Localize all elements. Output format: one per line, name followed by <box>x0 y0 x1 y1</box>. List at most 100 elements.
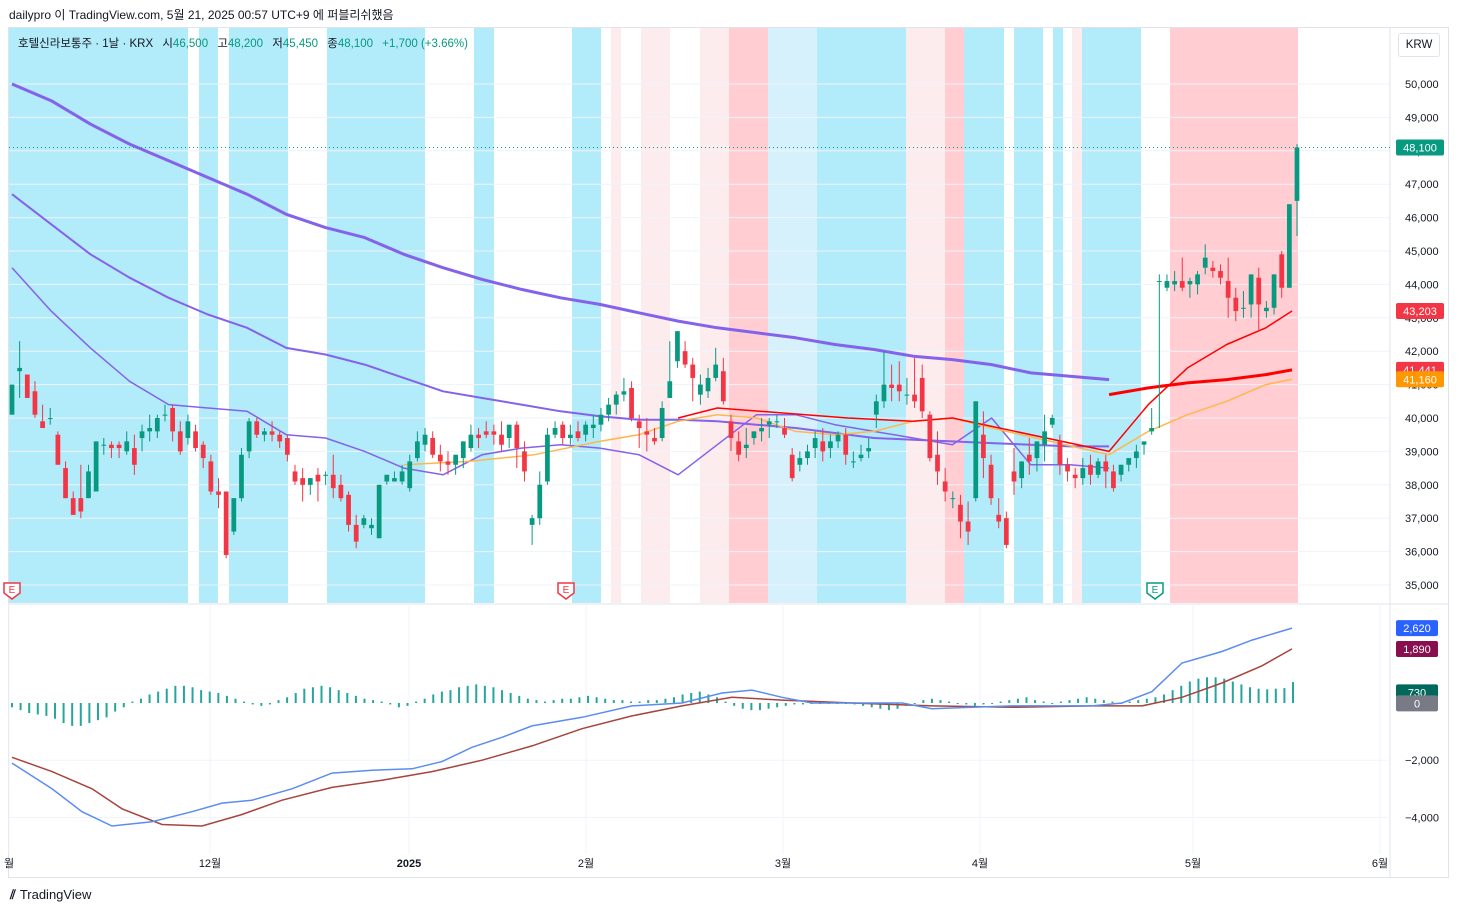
bg-band <box>1082 28 1141 603</box>
histogram-bar <box>793 703 796 705</box>
candle-body <box>1172 281 1177 285</box>
candle-body <box>1156 281 1162 283</box>
candle-body <box>315 474 321 482</box>
candle <box>1141 441 1147 455</box>
histogram-bar <box>1283 688 1286 703</box>
histogram-bar <box>896 703 899 709</box>
candle <box>93 441 99 492</box>
candle <box>621 377 627 402</box>
candle <box>537 471 543 525</box>
candle-body <box>743 444 749 449</box>
bg-band <box>700 28 729 603</box>
candle <box>239 448 244 502</box>
histogram-bar <box>303 688 306 703</box>
histogram-bar <box>681 694 684 703</box>
candle-body <box>682 351 688 365</box>
histogram-bar <box>53 703 56 719</box>
candle-body <box>751 431 757 439</box>
price-tick-label: 45,000 <box>1405 246 1439 258</box>
histogram-bar <box>449 690 452 703</box>
symbol-title[interactable]: 호텔신라보통주 · 1날 · KRX <box>18 38 154 50</box>
candle <box>514 421 520 469</box>
histogram-bar <box>991 703 994 704</box>
indicator-label-bg <box>1396 695 1438 712</box>
high-value: 48,200 <box>227 38 264 50</box>
low-value: 45,450 <box>282 38 319 50</box>
candle <box>506 424 512 449</box>
histogram-bar <box>1137 700 1140 703</box>
histogram-bar <box>604 698 607 703</box>
histogram-bar <box>784 703 787 706</box>
candle <box>866 438 872 459</box>
histogram-bar <box>483 685 486 703</box>
candle-body <box>1233 297 1239 312</box>
candle <box>162 404 168 422</box>
histogram-bar <box>973 703 976 706</box>
candle-body <box>560 424 566 439</box>
bg-band <box>327 28 425 603</box>
candle <box>483 421 489 439</box>
histogram-bar <box>956 703 959 704</box>
event-marker-label: E <box>9 585 16 596</box>
indicator-label-bg <box>1396 620 1438 637</box>
candle-body <box>468 434 474 449</box>
candle <box>1126 458 1132 472</box>
candle <box>384 474 390 485</box>
indicator-tick-label: −2,000 <box>1405 755 1439 767</box>
candle <box>988 454 994 505</box>
event-marker-shape <box>3 582 21 600</box>
histogram-bar <box>372 700 375 703</box>
candle-body <box>216 491 221 495</box>
histogram-bar <box>329 687 332 703</box>
histogram-bar <box>690 692 693 703</box>
bg-band <box>729 28 768 603</box>
candle-body <box>399 471 405 482</box>
time-axis-label: 2025 <box>397 858 421 870</box>
histogram-bar <box>758 703 761 711</box>
candle <box>200 441 206 469</box>
histogram-bar <box>1223 678 1226 703</box>
candle <box>1195 271 1200 295</box>
histogram-bar <box>251 703 254 705</box>
candle <box>132 434 137 475</box>
histogram-bar <box>131 701 134 703</box>
candle-body <box>552 428 558 435</box>
candle <box>713 347 719 382</box>
candle-body <box>101 444 107 446</box>
candle <box>1072 468 1078 489</box>
candle <box>139 424 145 452</box>
histogram-bar <box>982 703 985 705</box>
histogram-bar <box>406 703 409 706</box>
bg-band <box>474 28 494 603</box>
candle <box>101 438 107 455</box>
candle-body <box>453 454 459 465</box>
candle <box>1088 454 1093 485</box>
candle <box>1256 267 1262 332</box>
candle-body <box>881 384 887 402</box>
candle-body <box>981 434 986 459</box>
candle-body <box>246 421 252 452</box>
candle-body <box>346 494 351 525</box>
candle-body <box>1286 204 1292 288</box>
candle <box>896 361 902 402</box>
candle <box>889 364 894 402</box>
candle-body <box>1057 441 1063 465</box>
histogram-bar <box>294 692 297 703</box>
candle <box>728 414 734 452</box>
candle-body <box>629 387 634 418</box>
histogram-bar <box>707 694 710 703</box>
histogram-bar <box>1016 698 1019 703</box>
candle <box>1080 458 1086 485</box>
bg-band <box>768 28 817 603</box>
candle <box>774 414 780 429</box>
currency-button[interactable]: KRW <box>1398 33 1440 57</box>
candle <box>361 514 367 529</box>
candle <box>453 454 459 475</box>
candle-body <box>132 448 137 465</box>
candle <box>881 351 887 408</box>
candle-body <box>392 478 397 482</box>
candle-body <box>1118 464 1124 475</box>
histogram-bar <box>11 703 13 708</box>
close-label: 종 <box>327 38 338 50</box>
